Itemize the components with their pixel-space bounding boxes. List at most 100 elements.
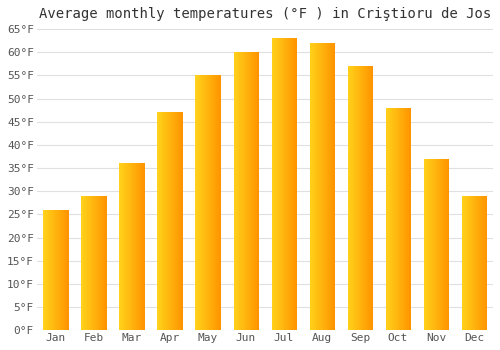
Bar bbox=[68, 210, 69, 330]
Bar bbox=[288, 38, 290, 330]
Bar bbox=[334, 43, 335, 330]
Bar bbox=[467, 196, 468, 330]
Bar bbox=[139, 163, 140, 330]
Bar bbox=[236, 52, 237, 330]
Bar bbox=[200, 75, 202, 330]
Bar bbox=[448, 159, 450, 330]
Bar bbox=[140, 163, 141, 330]
Bar bbox=[328, 43, 329, 330]
Bar bbox=[44, 210, 45, 330]
Bar bbox=[129, 163, 130, 330]
Bar bbox=[106, 196, 107, 330]
Bar bbox=[350, 66, 351, 330]
Bar bbox=[96, 196, 97, 330]
Bar bbox=[171, 112, 172, 330]
Bar bbox=[325, 43, 326, 330]
Bar bbox=[202, 75, 203, 330]
Bar bbox=[247, 52, 248, 330]
Bar bbox=[438, 159, 439, 330]
Bar bbox=[241, 52, 242, 330]
Bar bbox=[316, 43, 318, 330]
Bar bbox=[331, 43, 332, 330]
Bar bbox=[429, 159, 430, 330]
Bar bbox=[292, 38, 293, 330]
Bar bbox=[293, 38, 294, 330]
Bar bbox=[390, 108, 392, 330]
Bar bbox=[211, 75, 212, 330]
Bar bbox=[433, 159, 434, 330]
Bar bbox=[424, 159, 426, 330]
Bar bbox=[464, 196, 465, 330]
Bar bbox=[275, 38, 276, 330]
Bar bbox=[427, 159, 428, 330]
Bar bbox=[50, 210, 51, 330]
Bar bbox=[135, 163, 136, 330]
Bar bbox=[363, 66, 364, 330]
Bar bbox=[176, 112, 177, 330]
Bar bbox=[428, 159, 429, 330]
Bar bbox=[166, 112, 167, 330]
Bar bbox=[161, 112, 162, 330]
Bar bbox=[52, 210, 53, 330]
Bar bbox=[45, 210, 46, 330]
Bar bbox=[396, 108, 397, 330]
Bar bbox=[244, 52, 246, 330]
Bar bbox=[250, 52, 252, 330]
Bar bbox=[476, 196, 477, 330]
Bar bbox=[484, 196, 486, 330]
Bar bbox=[444, 159, 445, 330]
Bar bbox=[53, 210, 54, 330]
Bar bbox=[84, 196, 85, 330]
Bar bbox=[256, 52, 258, 330]
Bar bbox=[472, 196, 473, 330]
Bar bbox=[212, 75, 214, 330]
Bar bbox=[482, 196, 483, 330]
Bar bbox=[136, 163, 138, 330]
Bar bbox=[124, 163, 126, 330]
Bar bbox=[406, 108, 407, 330]
Bar bbox=[357, 66, 358, 330]
Bar bbox=[58, 210, 59, 330]
Bar bbox=[395, 108, 396, 330]
Bar bbox=[323, 43, 324, 330]
Bar bbox=[253, 52, 254, 330]
Bar bbox=[470, 196, 471, 330]
Bar bbox=[242, 52, 243, 330]
Bar bbox=[255, 52, 256, 330]
Bar bbox=[478, 196, 479, 330]
Bar bbox=[440, 159, 442, 330]
Bar bbox=[364, 66, 366, 330]
Bar bbox=[286, 38, 287, 330]
Bar bbox=[369, 66, 370, 330]
Bar bbox=[127, 163, 128, 330]
Bar bbox=[217, 75, 218, 330]
Bar bbox=[158, 112, 159, 330]
Bar bbox=[445, 159, 446, 330]
Bar bbox=[82, 196, 83, 330]
Bar bbox=[358, 66, 360, 330]
Bar bbox=[120, 163, 121, 330]
Bar bbox=[122, 163, 123, 330]
Bar bbox=[322, 43, 324, 330]
Bar bbox=[398, 108, 400, 330]
Bar bbox=[473, 196, 474, 330]
Bar bbox=[356, 66, 357, 330]
Bar bbox=[280, 38, 281, 330]
Bar bbox=[480, 196, 482, 330]
Bar bbox=[388, 108, 389, 330]
Bar bbox=[132, 163, 133, 330]
Bar bbox=[279, 38, 280, 330]
Bar bbox=[389, 108, 390, 330]
Bar bbox=[164, 112, 165, 330]
Bar bbox=[88, 196, 89, 330]
Bar bbox=[204, 75, 205, 330]
Bar bbox=[367, 66, 368, 330]
Bar bbox=[312, 43, 313, 330]
Bar bbox=[446, 159, 448, 330]
Bar bbox=[203, 75, 204, 330]
Bar bbox=[179, 112, 180, 330]
Bar bbox=[63, 210, 64, 330]
Bar bbox=[91, 196, 92, 330]
Bar bbox=[401, 108, 402, 330]
Bar bbox=[462, 196, 464, 330]
